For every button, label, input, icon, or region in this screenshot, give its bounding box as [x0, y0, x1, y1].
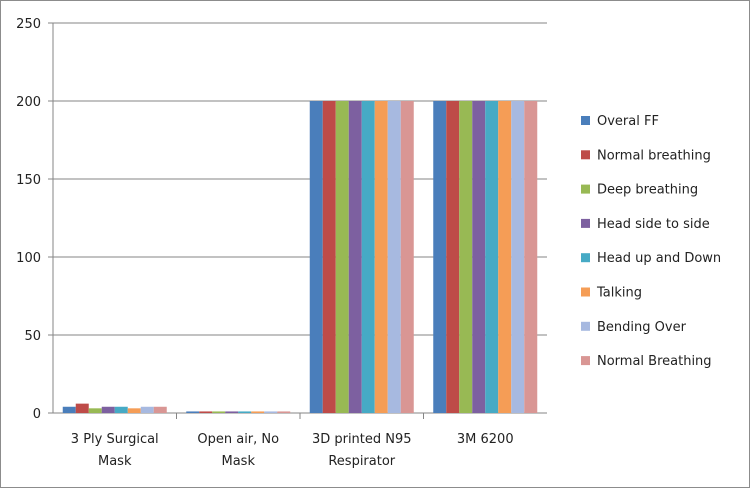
- bar: [62, 406, 76, 413]
- legend-label: Head up and Down: [597, 251, 721, 266]
- legend-label: Bending Over: [597, 320, 687, 335]
- bar: [387, 101, 401, 413]
- bar: [199, 411, 213, 413]
- bar: [446, 101, 460, 413]
- x-tick-label: Mask: [222, 454, 256, 469]
- bar: [459, 101, 473, 413]
- legend-swatch: [581, 150, 590, 160]
- bar: [140, 406, 154, 413]
- bar: [251, 411, 265, 413]
- x-tick-labels: 3 Ply Surgical Mask Open air, No Mask 3D pri…: [71, 432, 514, 469]
- y-tick-labels: 0 50 100 150 200 250: [16, 17, 41, 422]
- bar: [127, 408, 141, 413]
- legend-swatch: [581, 253, 590, 263]
- bar: [264, 411, 278, 413]
- bar: [485, 101, 499, 413]
- legend-swatch: [581, 321, 590, 331]
- legend-label: Head side to side: [597, 217, 710, 232]
- legend-swatch: [581, 218, 590, 228]
- legend-label: Talking: [596, 286, 642, 301]
- bar: [400, 101, 414, 413]
- bar: [88, 408, 102, 413]
- bars: [62, 101, 538, 413]
- bar: [212, 411, 226, 413]
- y-tick-label: 250: [16, 17, 41, 32]
- bar: [511, 101, 525, 413]
- x-tick-label: Respirator: [328, 454, 395, 469]
- bar: [472, 101, 486, 413]
- x-tick-label: 3M 6200: [457, 432, 514, 447]
- y-tick-label: 0: [33, 407, 41, 422]
- legend-swatch: [581, 116, 590, 125]
- bar: [114, 406, 128, 413]
- bar: [186, 411, 200, 413]
- y-tick-label: 100: [16, 251, 41, 266]
- legend-label: Overal FF: [597, 114, 659, 129]
- legend-swatch: [581, 356, 590, 366]
- bar: [348, 101, 362, 413]
- bar: [498, 101, 512, 413]
- bar: [524, 101, 538, 413]
- x-tick-label: 3 Ply Surgical: [71, 432, 159, 447]
- x-tick-label: Mask: [98, 454, 132, 469]
- bar: [238, 411, 252, 413]
- bar: [153, 406, 167, 413]
- legend-swatch: [581, 184, 590, 194]
- y-tick-label: 150: [16, 173, 41, 188]
- bar: [433, 101, 447, 413]
- bar: [335, 101, 349, 413]
- bar: [277, 411, 291, 413]
- bar: [225, 411, 239, 413]
- bar: [374, 101, 388, 413]
- legend-label: Normal breathing: [597, 148, 711, 163]
- legend-label: Deep breathing: [597, 183, 698, 198]
- bar: [361, 101, 375, 413]
- bar: [322, 101, 336, 413]
- y-tick-label: 50: [24, 329, 41, 344]
- y-tick-label: 200: [16, 95, 41, 110]
- bar: [75, 403, 89, 413]
- legend: Overal FF Normal breathing Deep breathing H…: [581, 114, 721, 369]
- bar: [309, 101, 323, 413]
- x-tick-label: Open air, No: [197, 432, 279, 447]
- x-tick-label: 3D printed N95: [312, 432, 412, 447]
- legend-swatch: [581, 287, 590, 297]
- bar: [101, 406, 115, 413]
- legend-label: Normal Breathing: [597, 354, 712, 369]
